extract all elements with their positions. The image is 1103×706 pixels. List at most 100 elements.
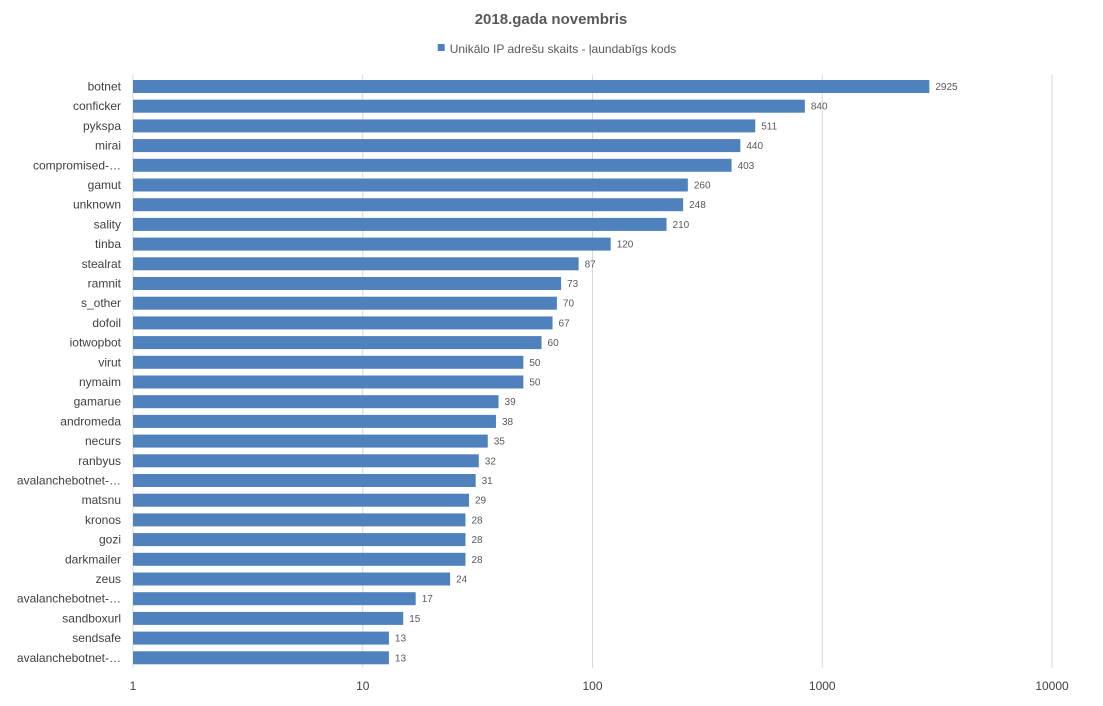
x-tick-labels: 1 10 100 1000 10000: [130, 679, 1069, 693]
data-label: 403: [738, 161, 755, 172]
bar: [133, 336, 542, 350]
gridlines: [132, 75, 1053, 668]
bar: [133, 139, 741, 153]
category-label: stealrat: [82, 257, 122, 271]
data-label: 260: [694, 181, 711, 192]
data-label: 38: [502, 417, 514, 428]
data-label: 35: [494, 437, 506, 448]
category-label: ranbyus: [78, 454, 121, 468]
data-label: 29: [475, 496, 487, 507]
data-label: 248: [689, 200, 706, 211]
x-tick-label: 1: [130, 679, 137, 693]
data-label: 28: [471, 515, 483, 526]
legend-swatch: [437, 44, 445, 51]
data-label: 50: [529, 378, 541, 389]
legend-label: Unikālo IP adrešu skaits - ļaundabīgs ko…: [450, 42, 677, 56]
bar: [133, 355, 524, 369]
bar: [133, 513, 466, 527]
bar: [133, 474, 476, 487]
category-label: andromeda: [60, 414, 121, 428]
x-tick-label: 10000: [1035, 679, 1069, 693]
category-label: iotwopbot: [70, 336, 122, 350]
category-label: tinba: [95, 237, 121, 251]
category-label: botnet: [88, 80, 122, 94]
value-labels: 2925 840 511 440 403 260 248 210 120 87 73 70 67 60 50…: [395, 82, 958, 664]
data-label: 67: [559, 318, 571, 329]
data-label: 60: [548, 338, 560, 349]
data-label: 73: [567, 279, 579, 290]
bar: [133, 80, 930, 93]
category-label: dofoil: [92, 316, 121, 330]
bar: [133, 631, 389, 645]
category-label: avalanchebotnet-…: [17, 592, 121, 606]
data-label: 87: [585, 259, 597, 270]
bar: [133, 237, 611, 251]
x-tick-label: 100: [582, 679, 602, 693]
bar: [133, 217, 667, 231]
category-label: sandboxurl: [62, 611, 121, 625]
data-label: 17: [422, 594, 434, 605]
bar: [133, 198, 684, 212]
bar: [133, 414, 496, 428]
data-label: 15: [409, 614, 421, 625]
category-label: virut: [98, 355, 121, 369]
bar: [133, 552, 466, 566]
category-label: gozi: [99, 533, 121, 547]
category-label: sality: [94, 217, 121, 231]
data-label: 440: [746, 141, 763, 152]
category-label: nymaim: [79, 375, 121, 389]
bar: [133, 572, 451, 586]
bar: [133, 158, 732, 172]
data-label: 13: [395, 653, 407, 664]
category-label: unknown: [73, 198, 121, 212]
category-label: conficker: [73, 99, 121, 113]
category-label: gamarue: [74, 395, 122, 409]
bar: [133, 651, 389, 665]
bar: [133, 296, 557, 310]
category-label: matsnu: [82, 493, 121, 507]
category-label: necurs: [85, 434, 121, 448]
category-label: pykspa: [83, 119, 121, 133]
bar: [133, 99, 805, 113]
data-label: 31: [482, 476, 494, 487]
x-tick-label: 1000: [809, 679, 836, 693]
category-label: darkmailer: [65, 552, 121, 566]
bars: [133, 80, 930, 665]
bar: [133, 375, 524, 389]
data-label: 39: [505, 397, 517, 408]
chart-title: 2018.gada novembris: [475, 11, 628, 28]
category-label: gamut: [88, 178, 122, 192]
bar: [133, 592, 416, 606]
bar: [133, 257, 579, 271]
category-label: kronos: [85, 513, 121, 527]
data-label: 13: [395, 634, 407, 645]
category-label: zeus: [96, 572, 121, 586]
category-label: avalanchebotnet-…: [17, 651, 121, 665]
bar: [133, 434, 488, 448]
bar: [133, 611, 404, 625]
category-label: mirai: [95, 139, 121, 153]
data-label: 2925: [935, 82, 958, 93]
category-labels: botnet conficker pykspa mirai compromised-… g…: [17, 80, 122, 665]
bar: [133, 493, 469, 507]
category-label: s_other: [81, 296, 121, 310]
x-tick-label: 10: [356, 679, 370, 693]
category-label: sendsafe: [72, 631, 121, 645]
bar: [133, 178, 688, 192]
bar: [133, 395, 499, 409]
legend: Unikālo IP adrešu skaits - ļaundabīgs ko…: [437, 42, 677, 56]
data-label: 32: [485, 456, 497, 467]
data-label: 24: [456, 575, 468, 586]
bar: [133, 119, 756, 133]
data-label: 120: [617, 240, 634, 251]
category-label: avalanchebotnet-…: [17, 474, 121, 488]
bar: [133, 277, 562, 290]
data-label: 210: [673, 220, 690, 231]
data-label: 28: [471, 535, 483, 546]
bar: [133, 454, 479, 468]
bar: [133, 316, 553, 330]
bar: [133, 533, 466, 547]
category-label: ramnit: [88, 277, 122, 291]
category-label: compromised-…: [33, 158, 121, 172]
